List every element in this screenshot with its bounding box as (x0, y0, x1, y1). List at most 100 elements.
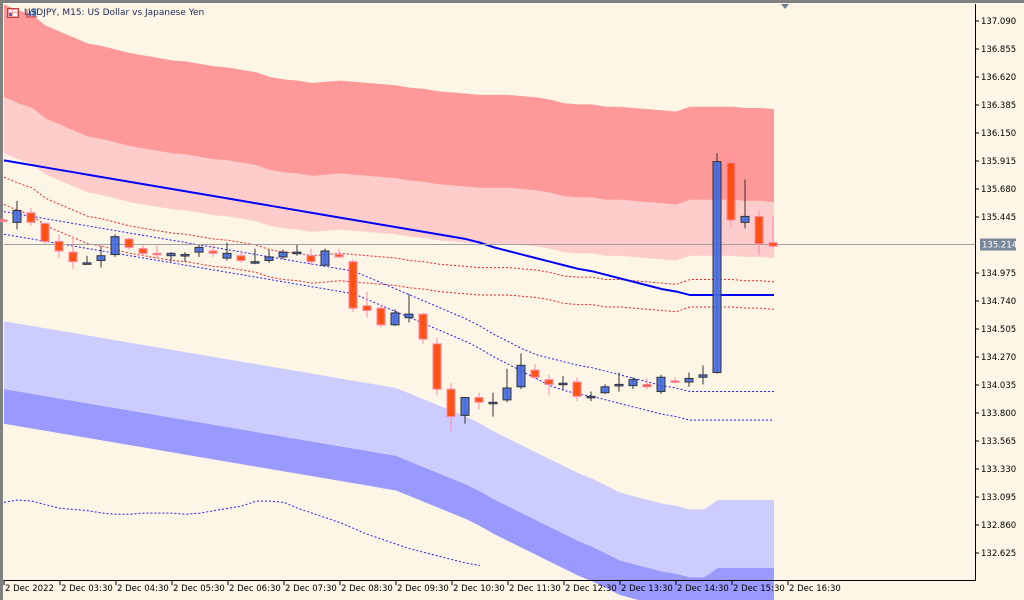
lower-band-outer (4, 389, 774, 600)
candle (460, 397, 470, 424)
candle (278, 249, 288, 260)
candle (432, 337, 442, 396)
upper-dotted-line-1 (3, 176, 775, 285)
candlesticks (0, 153, 778, 431)
price-tick-label: 135.680 (981, 185, 1016, 195)
candle (26, 208, 36, 226)
moving-average-line (3, 159, 774, 297)
candle (754, 210, 764, 255)
upper-band-outer (4, 4, 774, 205)
candle (516, 353, 526, 390)
candle (614, 372, 624, 392)
candle (600, 384, 610, 394)
candle (376, 304, 386, 328)
price-axis[interactable]: 137.090 136.855 136.620 136.385 136.150 135.9… (975, 17, 1016, 559)
price-tick-label: 137.090 (981, 17, 1016, 27)
candle (502, 368, 512, 403)
time-tick-label: 2 Dec 11:30 (509, 584, 561, 594)
price-tick-label: 134.035 (981, 381, 1016, 391)
candle (586, 391, 596, 402)
candle (362, 291, 372, 318)
candle (726, 154, 736, 228)
candle (0, 217, 8, 223)
candle (250, 248, 260, 265)
chart-window-icon[interactable] (7, 8, 19, 18)
price-tick-label: 136.620 (981, 73, 1016, 83)
time-tick-label: 2 Dec 12:30 (565, 584, 617, 594)
candle (474, 392, 484, 410)
candle (348, 259, 358, 312)
price-tick-label: 135.915 (981, 157, 1016, 167)
lower-dotted-line-1 (3, 211, 774, 393)
price-tick-label: 134.505 (981, 325, 1016, 335)
candle (208, 243, 218, 257)
candle (320, 248, 330, 266)
time-tick-label: 2 Dec 04:30 (117, 584, 169, 594)
price-tick-label: 135.445 (981, 213, 1016, 223)
candle (306, 248, 316, 266)
time-tick-label: 2 Dec 15:30 (733, 584, 785, 594)
window-left-border (0, 0, 3, 600)
time-tick-label: 2 Dec 09:30 (397, 584, 449, 594)
candle (110, 234, 120, 257)
upper-band-inner (4, 97, 774, 261)
price-tick-label: 133.800 (981, 409, 1016, 419)
price-tick-label: 133.565 (981, 437, 1016, 447)
candle (40, 222, 50, 244)
window-top-border (0, 0, 1024, 3)
price-tick-label: 133.330 (981, 465, 1016, 475)
time-axis[interactable]: 2 Dec 2022 2 Dec 03:30 2 Dec 04:30 2 Dec 05… (3, 580, 841, 594)
candle (768, 216, 778, 249)
time-tick-label: 2 Dec 06:30 (229, 584, 281, 594)
candle (222, 242, 232, 261)
bottom-dotted-line (3, 499, 481, 567)
current-price-label: 135.214 (982, 241, 1017, 251)
price-tick-label: 134.270 (981, 353, 1016, 363)
candle (740, 179, 750, 229)
time-tick-label: 2 Dec 03:30 (61, 584, 113, 594)
price-tick-label: 136.150 (981, 129, 1016, 139)
time-tick-label: 2 Dec 13:30 (621, 584, 673, 594)
price-tick-label: 134.975 (981, 269, 1016, 279)
price-tick-label: 132.860 (981, 521, 1016, 531)
candle (82, 255, 92, 265)
candle (68, 236, 78, 269)
price-tick-label: 136.855 (981, 45, 1016, 55)
time-tick-label: 2 Dec 14:30 (677, 584, 729, 594)
time-tick-label: 2 Dec 07:30 (285, 584, 337, 594)
indicator-icon[interactable] (26, 8, 38, 18)
price-tick-label: 134.740 (981, 297, 1016, 307)
candle (530, 364, 540, 380)
candle (642, 378, 652, 390)
candle (656, 374, 666, 394)
candle (572, 377, 582, 402)
price-tick-label: 132.625 (981, 549, 1016, 559)
chart-title: USDJPY, M15: US Dollar vs Japanese Yen (24, 8, 205, 18)
candle (712, 153, 722, 374)
candle (180, 252, 190, 262)
price-tick-label: 133.095 (981, 493, 1016, 503)
candle (404, 293, 414, 323)
upper-dotted-line-2 (3, 204, 775, 313)
candle (334, 248, 344, 259)
candle (446, 383, 456, 431)
candle (138, 245, 148, 256)
candle (292, 245, 302, 256)
candle (166, 252, 176, 262)
candle (264, 249, 274, 263)
lower-band-inner (4, 321, 774, 578)
candle (152, 245, 162, 259)
time-tick-label: 2 Dec 08:30 (341, 584, 393, 594)
candle (390, 309, 400, 327)
candle (96, 246, 106, 268)
price-tick-label: 136.385 (981, 101, 1016, 111)
candle (558, 376, 568, 391)
candle (236, 252, 246, 263)
candle (544, 374, 554, 396)
candle (418, 312, 428, 344)
chart-shift-marker-icon[interactable] (781, 4, 789, 9)
candle (670, 377, 680, 384)
time-tick-label: 2 Dec 05:30 (173, 584, 225, 594)
time-tick-label: 2 Dec 16:30 (789, 584, 841, 594)
